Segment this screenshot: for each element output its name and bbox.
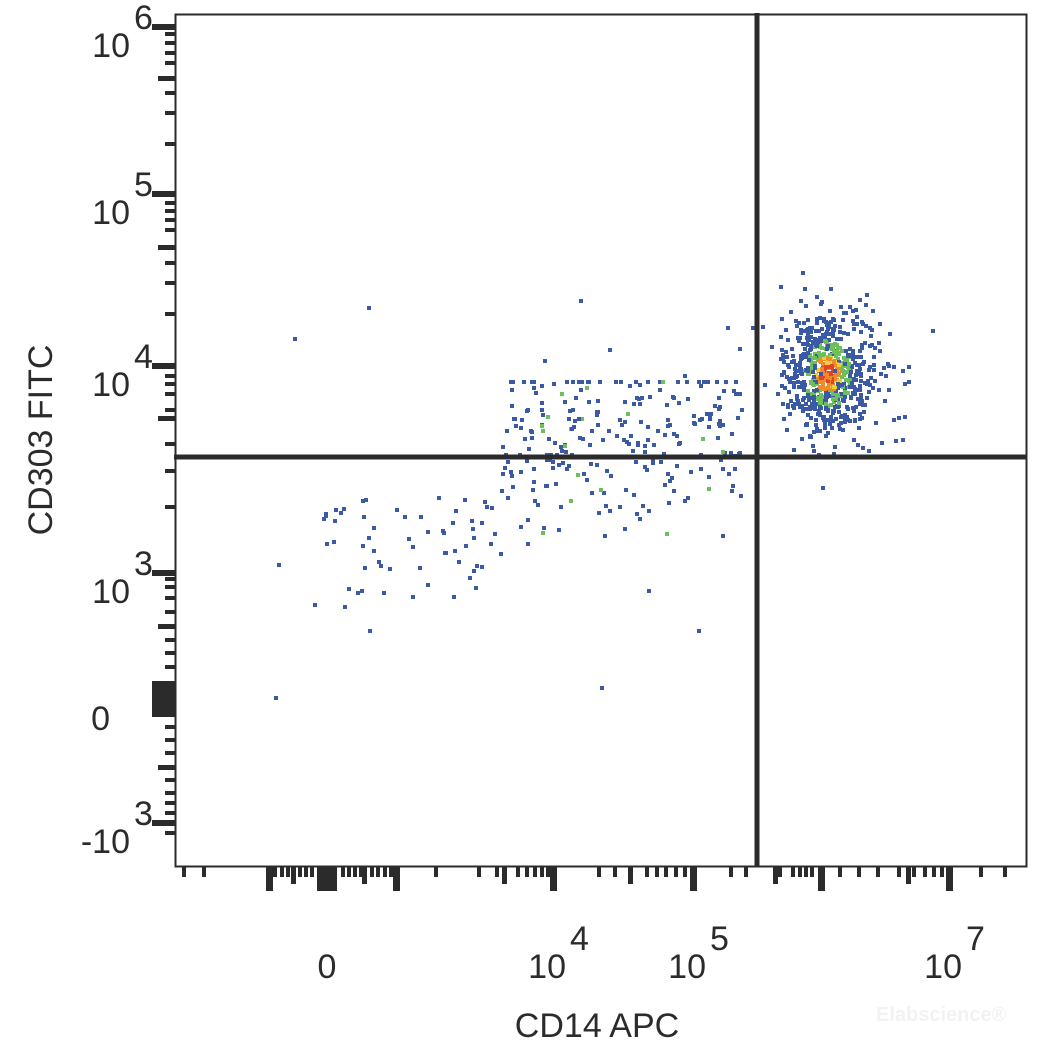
svg-text:0: 0	[91, 700, 110, 738]
y-tick-label: 105	[92, 166, 153, 232]
plot-frame	[174, 13, 1028, 868]
x-tick-label: 107	[924, 920, 985, 986]
y-tick-label: 106	[92, 0, 153, 65]
svg-text:5: 5	[134, 166, 153, 204]
y-axis-ticks	[152, 24, 175, 835]
x-axis-ticks	[182, 867, 1007, 891]
x-tick-label: 105	[668, 920, 729, 986]
svg-text:7: 7	[966, 920, 985, 958]
y-tick-label: 104	[92, 338, 153, 404]
x-tick-label: 104	[528, 920, 589, 986]
y-tick-label: 0	[91, 700, 110, 738]
svg-text:10: 10	[92, 366, 130, 404]
svg-text:5: 5	[710, 920, 729, 958]
svg-text:10: 10	[92, 194, 130, 232]
svg-text:6: 6	[134, 0, 153, 37]
svg-text:-10: -10	[81, 823, 130, 861]
y-tick-label: -103	[81, 795, 153, 861]
x-axis-title: CD14 APC	[515, 1007, 679, 1045]
svg-text:4: 4	[570, 920, 589, 958]
svg-text:0: 0	[318, 948, 337, 986]
svg-text:10: 10	[92, 27, 130, 65]
svg-text:10: 10	[668, 948, 706, 986]
svg-text:10: 10	[92, 573, 130, 611]
y-tick-label: 103	[92, 545, 153, 611]
watermark-logo: Elabscience®	[876, 1004, 1007, 1026]
event-dots	[274, 271, 935, 700]
svg-text:4: 4	[134, 338, 153, 376]
svg-text:10: 10	[924, 948, 962, 986]
svg-text:3: 3	[134, 795, 153, 833]
y-axis-title: CD303 FITC	[22, 345, 60, 536]
svg-text:10: 10	[528, 948, 566, 986]
x-tick-label: 0	[318, 948, 337, 986]
svg-text:3: 3	[134, 545, 153, 583]
